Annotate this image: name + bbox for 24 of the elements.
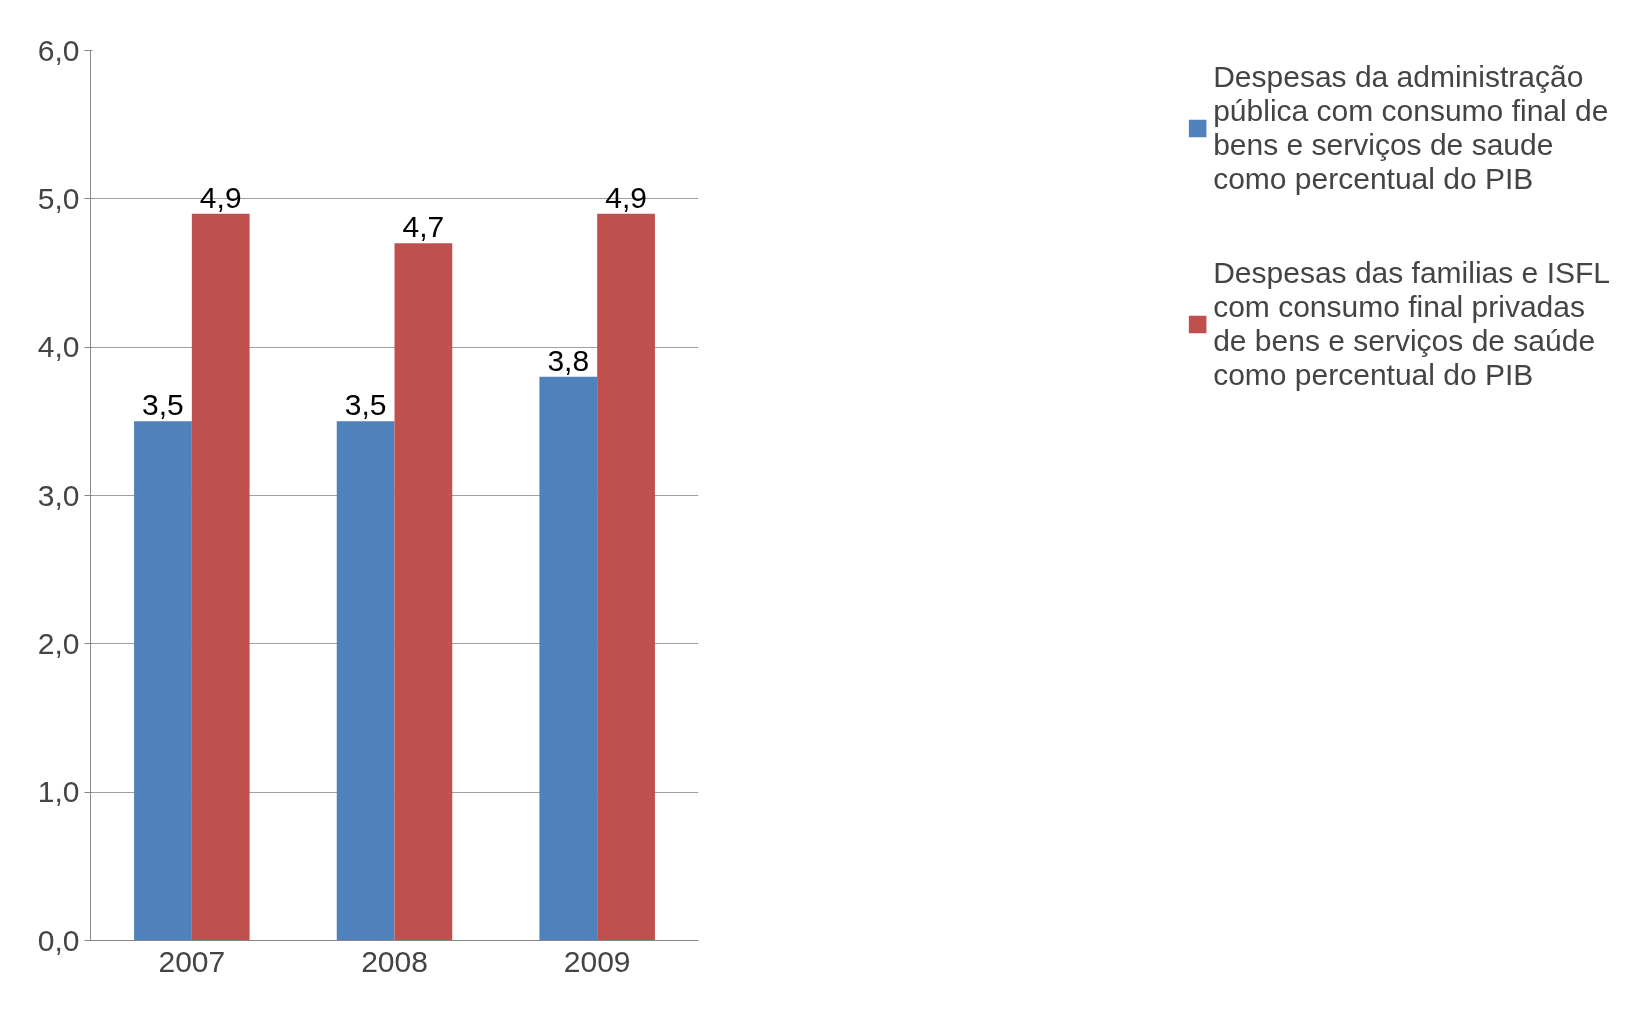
y-tick-label: 2,0 [37, 626, 80, 660]
bar [597, 213, 655, 941]
bar [539, 376, 598, 941]
bar [191, 213, 250, 941]
data-label: 3,5 [142, 388, 184, 422]
legend-label: Despesas da administração pública com consumo final de bens e serviços de saude como percentual do PIB [1213, 60, 1609, 196]
bar [336, 421, 395, 941]
data-label: 4,9 [199, 180, 242, 214]
y-tick-label: 4,0 [37, 330, 80, 364]
bar [394, 243, 453, 941]
y-tick-label: 1,0 [37, 775, 80, 809]
x-tick-label: 2008 [361, 944, 428, 978]
data-label: 3,8 [547, 343, 590, 377]
data-label: 4,9 [605, 180, 647, 214]
bar [134, 421, 192, 941]
x-tick-label: 2007 [158, 944, 226, 978]
legend-label: Despesas das familias e ISFL com consumo final privadas de bens e serviços de saúde como percentual do PIB [1213, 256, 1610, 392]
y-tick-label: 5,0 [37, 181, 80, 215]
y-tick-label: 0,0 [37, 923, 80, 957]
data-label: 4,7 [402, 210, 445, 244]
data-label: 3,5 [344, 388, 387, 422]
y-tick-label: 6,0 [37, 33, 80, 67]
x-tick-label: 2009 [563, 944, 631, 978]
y-tick-label: 3,0 [37, 478, 80, 512]
